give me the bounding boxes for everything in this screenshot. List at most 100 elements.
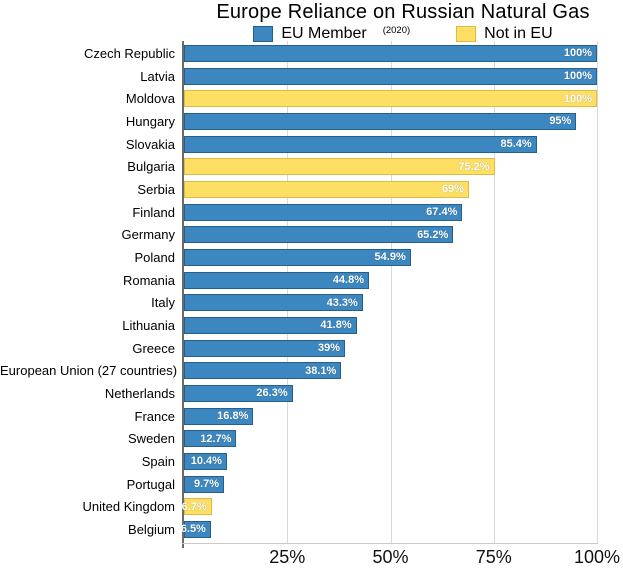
bar-track: 41.8% bbox=[184, 316, 597, 334]
bar-track: 100% bbox=[184, 90, 597, 108]
bar-track: 44.8% bbox=[184, 271, 597, 289]
bar: 100% bbox=[184, 90, 597, 108]
chart-row: Sweden 12.7% bbox=[0, 427, 623, 450]
gridline bbox=[390, 41, 392, 544]
legend-swatch-eu-member bbox=[253, 26, 274, 42]
chart-row: Germany 65.2% bbox=[0, 223, 623, 246]
bar-track: 100% bbox=[184, 44, 597, 62]
bar: 41.8% bbox=[184, 316, 357, 334]
bar-track: 65.2% bbox=[184, 226, 597, 244]
chart-row: Greece 39% bbox=[0, 337, 623, 360]
value-label: 100% bbox=[563, 92, 592, 105]
bar-track: 16.8% bbox=[184, 407, 597, 425]
category-label: European Union (27 countries) bbox=[0, 363, 178, 379]
chart-row: Finland 67.4% bbox=[0, 201, 623, 224]
category-label: Sweden bbox=[128, 431, 175, 447]
chart-row: France 16.8% bbox=[0, 405, 623, 428]
bar-track: 95% bbox=[184, 112, 597, 130]
x-tick-label: 25% bbox=[269, 547, 306, 567]
bar: 67.4% bbox=[184, 203, 463, 221]
value-label: 100% bbox=[563, 70, 592, 82]
bar: 9.7% bbox=[184, 475, 225, 493]
value-label: 16.8% bbox=[217, 410, 249, 423]
category-label: Portugal bbox=[126, 476, 175, 492]
legend: EU Member (2020) Not in EU bbox=[188, 24, 618, 44]
bar: 85.4% bbox=[184, 135, 537, 153]
bar: 44.8% bbox=[184, 271, 370, 289]
bar-track: 75.2% bbox=[184, 158, 597, 176]
chart-row: Hungary 95% bbox=[0, 110, 623, 133]
bar: 100% bbox=[184, 67, 597, 85]
value-label: 44.8% bbox=[332, 274, 365, 287]
bar-track: 39% bbox=[184, 339, 597, 357]
value-label: 75.2% bbox=[458, 160, 490, 173]
category-label: Serbia bbox=[137, 181, 175, 197]
bar-track: 54.9% bbox=[184, 248, 597, 266]
gridline bbox=[493, 41, 495, 544]
chart-row: United Kingdom 6.7% bbox=[0, 495, 623, 518]
x-tick-label: 75% bbox=[475, 547, 512, 567]
bar: 6.7% bbox=[182, 498, 212, 516]
chart-row: Czech Republic 100% bbox=[0, 42, 623, 65]
bar-track: 9.7% bbox=[184, 475, 597, 493]
bar-track: 69% bbox=[184, 180, 597, 198]
bar-track: 6.7% bbox=[182, 498, 597, 516]
chart-row: Moldova 100% bbox=[0, 87, 623, 110]
value-label: 39% bbox=[318, 342, 341, 355]
bar: 26.3% bbox=[184, 384, 293, 402]
bar-track: 6.5% bbox=[180, 520, 597, 538]
legend-label-eu-member: EU Member bbox=[281, 25, 367, 42]
category-label: Romania bbox=[122, 272, 175, 288]
bar: 75.2% bbox=[184, 158, 495, 176]
x-axis: 25% 50% 75% 100% bbox=[184, 547, 620, 572]
bar-track: 85.4% bbox=[184, 135, 597, 153]
value-label: 9.7% bbox=[193, 478, 220, 491]
bar-track: 10.4% bbox=[184, 452, 597, 470]
bar-track: 12.7% bbox=[184, 430, 597, 448]
category-label: Germany bbox=[121, 227, 175, 243]
bar-track: 43.3% bbox=[184, 294, 597, 312]
chart-year-note: (2020) bbox=[382, 24, 411, 36]
chart-row: European Union (27 countries) 38.1% bbox=[0, 359, 623, 382]
bar-track: 26.3% bbox=[184, 384, 597, 402]
chart-row: Lithuania 41.8% bbox=[0, 314, 623, 337]
category-label: Latvia bbox=[140, 68, 175, 84]
category-label: Greece bbox=[132, 340, 175, 356]
value-label: 54.9% bbox=[374, 251, 406, 264]
value-label: 65.2% bbox=[417, 228, 449, 241]
category-label: Moldova bbox=[125, 91, 175, 107]
bar: 38.1% bbox=[184, 362, 342, 380]
category-label: Spain bbox=[141, 453, 175, 469]
chart-title: Europe Reliance on Russian Natural Gas bbox=[216, 1, 590, 23]
category-label: Italy bbox=[151, 295, 175, 311]
category-label: United Kingdom bbox=[82, 499, 176, 515]
x-tick-label: 50% bbox=[372, 547, 409, 567]
category-label: Slovakia bbox=[125, 136, 175, 152]
bar-track: 100% bbox=[184, 67, 597, 85]
y-axis-spine bbox=[182, 41, 184, 548]
chart-row: Spain 10.4% bbox=[0, 450, 623, 473]
bar-track: 67.4% bbox=[184, 203, 597, 221]
value-label: 6.5% bbox=[180, 523, 206, 536]
gridline bbox=[597, 41, 598, 544]
value-label: 100% bbox=[563, 47, 592, 60]
chart-row: Romania 44.8% bbox=[0, 269, 623, 292]
category-label: Czech Republic bbox=[83, 45, 175, 61]
category-label: Belgium bbox=[128, 521, 175, 537]
category-label: Poland bbox=[134, 249, 175, 265]
category-label: Netherlands bbox=[104, 385, 175, 401]
bar: 65.2% bbox=[184, 226, 454, 244]
x-tick-label: 100% bbox=[573, 547, 621, 567]
bar: 95% bbox=[184, 112, 577, 130]
bar: 16.8% bbox=[184, 407, 254, 425]
bar-rows: Czech Republic 100% Latvia 100% Moldova 100% H… bbox=[0, 42, 623, 541]
gridline bbox=[287, 41, 289, 544]
chart-row: Serbia 69% bbox=[0, 178, 623, 201]
legend-label-not-in-eu: Not in EU bbox=[484, 25, 553, 42]
chart-row: Poland 54.9% bbox=[0, 246, 623, 269]
value-label: 26.3% bbox=[256, 387, 288, 400]
bar: 10.4% bbox=[184, 452, 227, 470]
chart-row: Bulgaria 75.2% bbox=[0, 155, 623, 178]
value-label: 43.3% bbox=[326, 296, 358, 309]
